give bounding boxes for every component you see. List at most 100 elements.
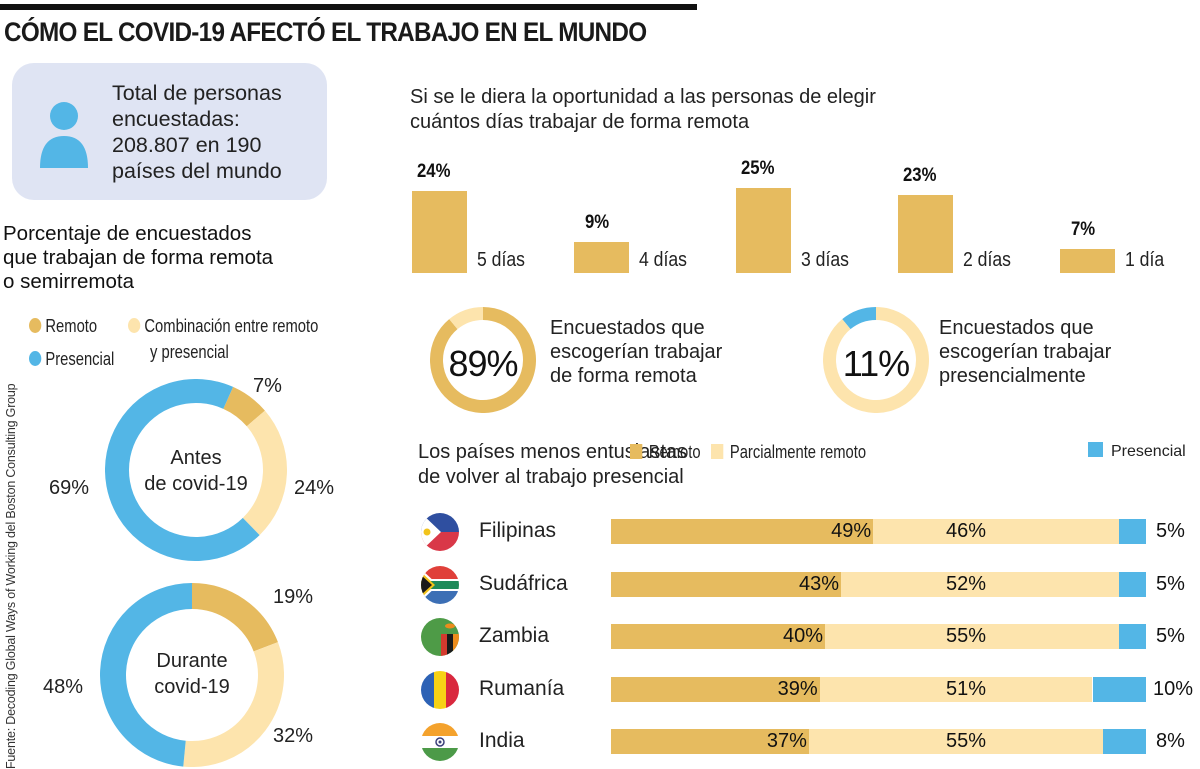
legend-item-combinacion-line2: y presencial — [150, 342, 229, 362]
parcial-value-label: 55% — [946, 625, 987, 647]
countries-legend-parcial: Parcialmente remoto — [711, 442, 866, 463]
donut-before-label-presencial: 69% — [49, 477, 90, 499]
donut-chart-during — [100, 583, 284, 767]
donut-during-label-presencial: 48% — [43, 676, 84, 698]
bar-segment-remoto — [611, 729, 809, 754]
parcial-value-label: 52% — [946, 572, 987, 595]
slice-remoto — [222, 386, 265, 427]
presencial-value-label: 5% — [1156, 625, 1185, 647]
days-bar — [412, 191, 467, 273]
days-bar-value-label: 23% — [903, 164, 937, 186]
parcial-value-label: 46% — [946, 520, 987, 542]
country-flag — [421, 723, 459, 761]
countries-legend-presencial: Presencial — [1088, 442, 1186, 461]
remoto-value-label: 40% — [782, 625, 823, 647]
slice-combinacion — [242, 410, 287, 536]
country-name: Zambia — [479, 624, 550, 647]
bar-segment-parcial — [808, 729, 1104, 754]
south-africa-flag-icon — [421, 565, 459, 604]
presencial-value-label: 8% — [1156, 730, 1185, 752]
slice-combinacion — [183, 642, 284, 767]
donut-section-title: Porcentaje de encuestados que trabajan d… — [3, 222, 274, 293]
days-bar-category-label: 1 día — [1125, 249, 1165, 271]
days-bar-category-label: 3 días — [801, 249, 849, 271]
ring-presencial-choice — [823, 307, 929, 413]
ring-remote-text: Encuestados que escogerían trabajar de f… — [550, 317, 723, 387]
bar-segment-presencial — [1119, 519, 1146, 544]
donut-before-label-combinacion: 24% — [294, 477, 335, 499]
days-bar — [898, 194, 953, 273]
ring-value-arc — [842, 307, 877, 330]
bar-segment-parcial — [825, 624, 1120, 649]
survey-total-text: Total de personas encuestadas: 208.807 e… — [112, 81, 282, 183]
ring-rest-arc — [823, 307, 929, 413]
parcial-square-icon — [711, 444, 724, 459]
parcial-value-label: 51% — [946, 677, 987, 700]
days-bar-category-label: 5 días — [477, 249, 525, 271]
donut-before-center-label: Antes de covid-19 — [144, 447, 248, 495]
remoto-value-label: 49% — [831, 520, 872, 542]
country-flag — [421, 618, 459, 656]
romania-flag-icon — [421, 670, 459, 709]
title-rule — [0, 4, 697, 10]
country-flag — [421, 670, 459, 709]
page-title: CÓMO EL COVID-19 AFECTÓ EL TRABAJO EN EL… — [4, 17, 647, 47]
country-flag — [421, 513, 459, 551]
zambia-flag-icon — [421, 618, 459, 656]
ring-remote-value: 89% — [448, 343, 518, 384]
survey-total-box — [12, 63, 327, 200]
parcial-value-label: 55% — [946, 730, 987, 752]
remoto-dot-icon — [29, 318, 42, 333]
days-chart-title: Si se le diera la oportunidad a las pers… — [410, 86, 876, 133]
slice-presencial — [105, 379, 260, 561]
remoto-value-label: 39% — [777, 677, 818, 700]
remoto-value-label: 43% — [799, 572, 840, 595]
india-flag-icon — [421, 723, 459, 761]
ring-presencial-text: Encuestados que escogerían trabajar pres… — [939, 317, 1112, 387]
presencial-value-label: 5% — [1156, 520, 1185, 542]
remoto-value-label: 37% — [766, 730, 807, 752]
legend-item-remoto: Remoto — [29, 316, 97, 337]
days-bar — [574, 242, 629, 273]
bar-segment-parcial — [873, 519, 1120, 544]
legend-item-presencial: Presencial — [29, 349, 114, 370]
country-name: Rumanía — [479, 676, 565, 700]
country-name: Filipinas — [479, 519, 557, 542]
country-flag — [421, 565, 459, 604]
bar-segment-parcial — [841, 571, 1120, 597]
bar-segment-parcial — [819, 676, 1093, 702]
legend-item-combinacion: Combinación entre remoto — [128, 316, 318, 337]
days-bar — [1060, 249, 1115, 273]
presencial-square-icon — [1088, 442, 1103, 457]
remoto-square-icon — [630, 444, 643, 459]
presencial-value-label: 10% — [1153, 677, 1194, 700]
days-bar-category-label: 4 días — [639, 249, 687, 271]
bar-segment-presencial — [1119, 624, 1146, 649]
days-bar-value-label: 24% — [417, 161, 451, 183]
days-bar-value-label: 7% — [1071, 219, 1096, 241]
bar-segment-presencial — [1092, 676, 1146, 702]
bar-segment-presencial — [1103, 729, 1146, 754]
person-icon — [40, 102, 88, 168]
donut-during-label-remoto: 19% — [273, 586, 314, 608]
country-name: Sudáfrica — [479, 571, 568, 595]
source-note: Fuente: Decoding Global Ways of Working … — [4, 383, 18, 769]
countries-chart-title: Los países menos entusiastas de volver a… — [418, 441, 688, 488]
days-bar-category-label: 2 días — [963, 249, 1011, 271]
philippines-flag-icon — [421, 513, 459, 551]
days-bar-value-label: 9% — [585, 212, 610, 234]
presencial-value-label: 5% — [1156, 572, 1185, 595]
ring-value-arc — [430, 307, 536, 413]
donut-during-center-label: Durante covid-19 — [154, 650, 230, 698]
bar-segment-presencial — [1119, 571, 1146, 597]
ring-presencial-value: 11% — [842, 343, 910, 384]
bar-segment-remoto — [611, 624, 825, 649]
donut-during-label-combinacion: 32% — [273, 725, 314, 747]
slice-presencial — [100, 583, 193, 767]
presencial-dot-icon — [29, 351, 42, 366]
ring-remote-choice — [430, 307, 536, 413]
countries-legend-remoto: Remoto — [630, 442, 701, 463]
country-name: India — [479, 729, 525, 752]
slice-remoto — [191, 583, 278, 652]
days-bar-value-label: 25% — [741, 158, 775, 179]
